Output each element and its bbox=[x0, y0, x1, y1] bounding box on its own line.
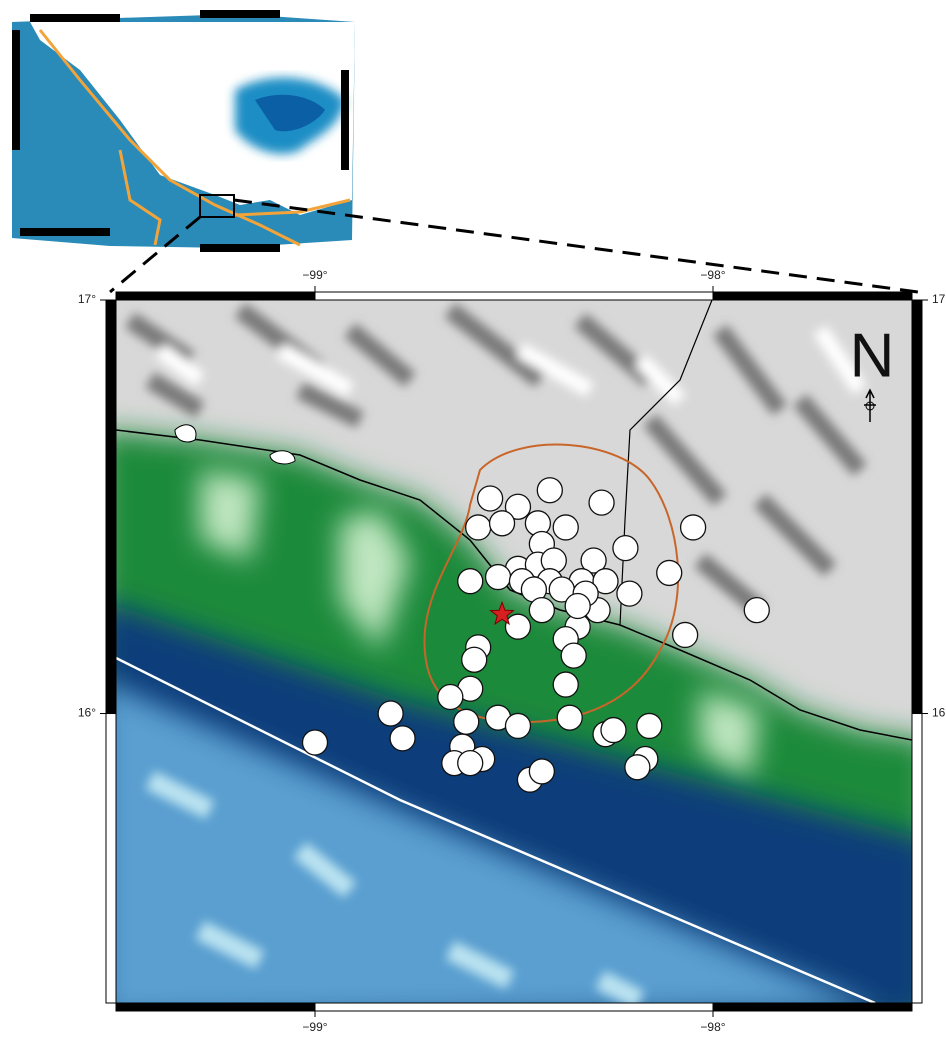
border-bar bbox=[116, 292, 315, 300]
aftershock bbox=[553, 515, 578, 540]
border-bar bbox=[315, 292, 713, 300]
aftershock bbox=[454, 709, 479, 734]
aftershock bbox=[458, 569, 483, 594]
aftershock bbox=[625, 755, 650, 780]
border-bar bbox=[315, 1003, 713, 1011]
y-tick-label: 17° bbox=[932, 292, 946, 306]
inset-map bbox=[12, 14, 355, 248]
aftershock bbox=[490, 511, 515, 536]
aftershock bbox=[673, 622, 698, 647]
aftershock bbox=[565, 594, 590, 619]
page: N −99°−99°−98°−98°17°17°16°16° (() => { … bbox=[0, 0, 946, 1041]
aftershock bbox=[462, 647, 487, 672]
y-tick-label: 17° bbox=[78, 292, 96, 306]
y-tick-label: 16° bbox=[78, 706, 96, 720]
aftershock bbox=[303, 730, 328, 755]
aftershock bbox=[617, 581, 642, 606]
aftershock bbox=[466, 515, 491, 540]
aftershock bbox=[601, 718, 626, 743]
aftershock bbox=[378, 701, 403, 726]
border-bar bbox=[912, 300, 922, 714]
x-tick-label: −99° bbox=[302, 268, 327, 282]
border-bar bbox=[713, 1003, 912, 1011]
border-bar bbox=[106, 714, 116, 1003]
x-tick-label: −98° bbox=[700, 268, 725, 282]
border-bar bbox=[116, 1003, 315, 1011]
aftershock bbox=[438, 684, 463, 709]
aftershock bbox=[458, 751, 483, 776]
aftershock bbox=[557, 705, 582, 730]
x-tick-label: −99° bbox=[302, 1020, 327, 1034]
border-bar bbox=[106, 300, 116, 714]
aftershock bbox=[657, 560, 682, 585]
north-label: N bbox=[850, 321, 895, 390]
aftershock bbox=[613, 536, 638, 561]
border-bar bbox=[912, 714, 922, 1003]
aftershock bbox=[529, 759, 554, 784]
aftershock bbox=[390, 726, 415, 751]
map-figure: N −99° −99° −98° −98° 17° 17° 16° 16° bbox=[0, 0, 946, 1041]
aftershock bbox=[478, 486, 503, 511]
border-bar bbox=[713, 292, 912, 300]
aftershock bbox=[486, 565, 511, 590]
aftershock bbox=[553, 672, 578, 697]
y-tick-label: 16° bbox=[932, 706, 946, 720]
aftershock bbox=[681, 515, 706, 540]
x-tick-label: −98° bbox=[700, 1020, 725, 1034]
aftershock bbox=[637, 713, 662, 738]
aftershock bbox=[529, 598, 554, 623]
aftershock bbox=[505, 713, 530, 738]
aftershock bbox=[505, 614, 530, 639]
aftershock bbox=[744, 598, 769, 623]
aftershock bbox=[589, 490, 614, 515]
aftershock bbox=[561, 643, 586, 668]
aftershock bbox=[537, 478, 562, 503]
terrain bbox=[100, 290, 930, 1020]
